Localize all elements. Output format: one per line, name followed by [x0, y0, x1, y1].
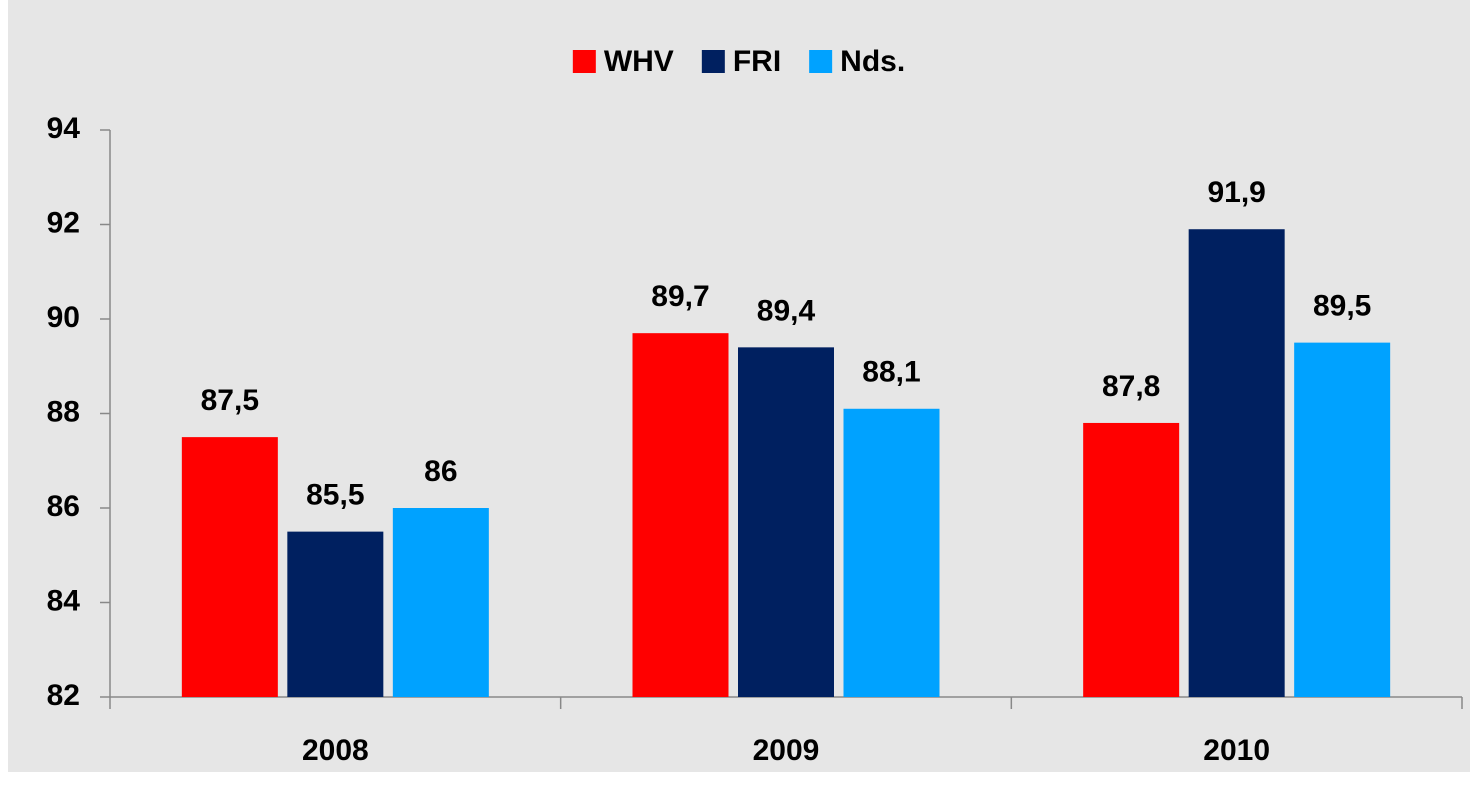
data-label: 89,4 [757, 294, 816, 327]
legend-swatch [701, 50, 725, 73]
legend-swatch [809, 50, 833, 73]
bar [181, 437, 278, 697]
y-tick-label: 82 [47, 679, 80, 712]
data-label: 89,7 [651, 280, 709, 313]
y-tick-label: 90 [47, 301, 80, 334]
data-label: 88,1 [862, 356, 920, 389]
data-label: 87,8 [1102, 370, 1160, 403]
bar [738, 347, 834, 697]
legend-label: WHV [604, 45, 674, 78]
data-label: 89,5 [1313, 290, 1371, 323]
data-label: 85,5 [306, 479, 364, 512]
x-tick-label: 2009 [753, 734, 820, 767]
bar [1294, 342, 1391, 697]
bar [392, 508, 489, 697]
legend-label: FRI [733, 45, 781, 78]
legend-swatch [572, 50, 596, 73]
legend-label: Nds. [840, 45, 905, 78]
x-tick-label: 2008 [302, 734, 369, 767]
y-tick-label: 86 [47, 490, 80, 523]
y-tick-label: 88 [47, 395, 80, 428]
data-label: 91,9 [1207, 176, 1265, 209]
bar [1083, 422, 1180, 697]
y-tick-label: 94 [47, 112, 81, 145]
bar [843, 408, 940, 697]
data-label: 86 [424, 455, 457, 488]
data-label: 87,5 [201, 384, 259, 417]
y-tick-label: 92 [47, 206, 80, 239]
bar [1188, 229, 1285, 697]
x-tick-label: 2010 [1203, 734, 1270, 767]
bar [632, 333, 729, 697]
y-tick-label: 84 [47, 584, 81, 617]
bar [287, 531, 384, 697]
